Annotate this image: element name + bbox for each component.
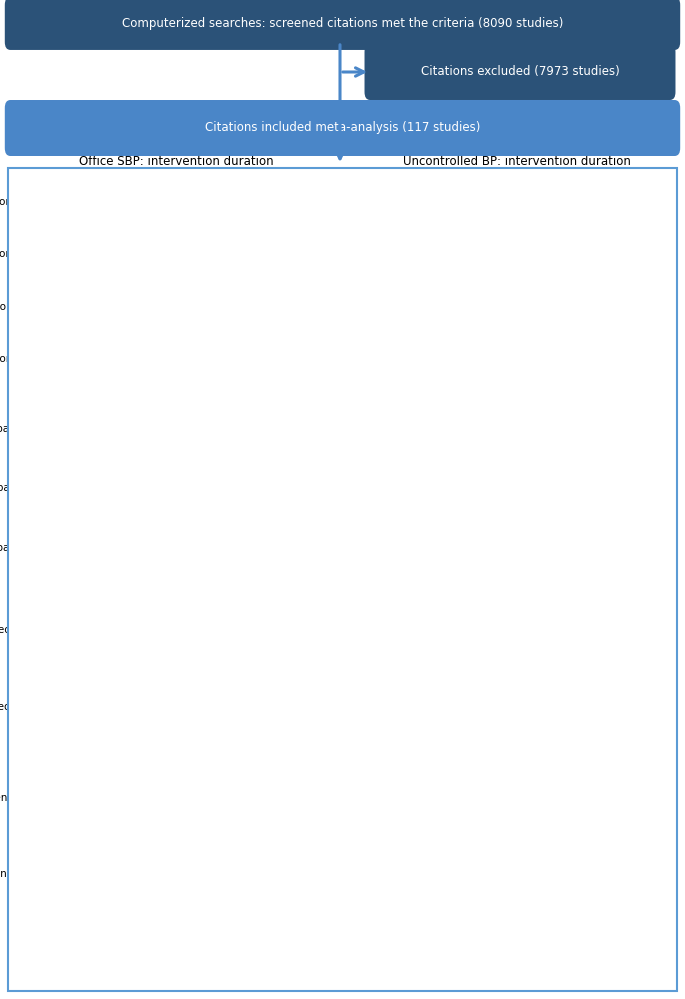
- Title: Uncontrolled BP: mode of intervention delivery: Uncontrolled BP: mode of intervention de…: [378, 378, 656, 391]
- X-axis label: MD, mmHg: MD, mmHg: [145, 407, 208, 417]
- X-axis label: RR: RR: [510, 767, 525, 777]
- Title: Uncontrolled BP: Faciity: Uncontrolled BP: Faciity: [447, 570, 587, 583]
- Title: Office SBP: Cohort: Office SBP: Cohort: [122, 738, 231, 751]
- Text: Computerized searches: screened citations met the criteria (8090 studies): Computerized searches: screened citation…: [122, 17, 563, 30]
- X-axis label: MD, mmHg: MD, mmHg: [145, 935, 208, 945]
- Title: Office SBP: intervention duration: Office SBP: intervention duration: [79, 155, 274, 168]
- Title: Office SBP: mode of intervention delivery: Office SBP: mode of intervention deliver…: [54, 378, 299, 391]
- X-axis label: RR: RR: [510, 599, 525, 609]
- X-axis label: MD, mmHg: MD, mmHg: [145, 599, 208, 609]
- X-axis label: RR: RR: [510, 935, 525, 945]
- Title: Uncontrolled BP: intervention duration: Uncontrolled BP: intervention duration: [403, 155, 631, 168]
- Text: Citations included meta-analysis (117 studies): Citations included meta-analysis (117 st…: [205, 122, 480, 135]
- Title: Uncontrolled BP: Cohort: Uncontrolled BP: Cohort: [447, 738, 588, 751]
- X-axis label: RR: RR: [510, 407, 525, 417]
- Text: Citations excluded (7973 studies): Citations excluded (7973 studies): [421, 66, 619, 79]
- Title: Office SBP: Faciity: Office SBP: Faciity: [123, 570, 229, 583]
- X-axis label: MD, mmHg: MD, mmHg: [145, 767, 208, 777]
